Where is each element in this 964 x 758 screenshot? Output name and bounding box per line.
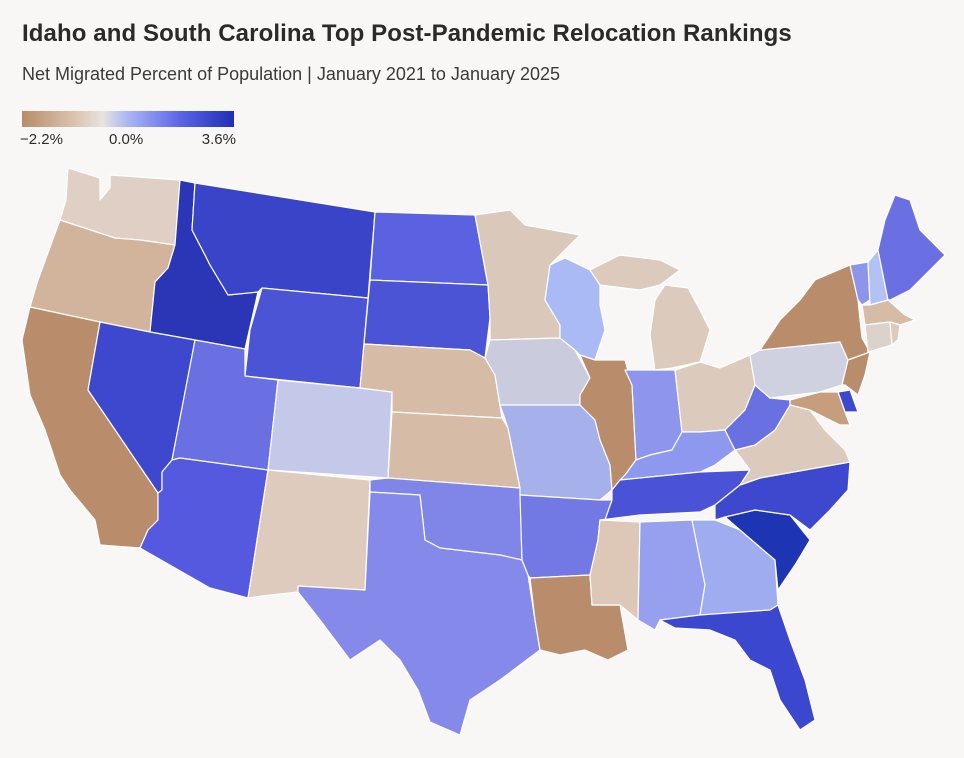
color-legend: −2.2% 0.0% 3.6% bbox=[20, 111, 236, 148]
state-TX[interactable] bbox=[297, 491, 541, 736]
state-MI[interactable] bbox=[589, 254, 711, 371]
state-CO[interactable] bbox=[267, 379, 393, 479]
state-MT[interactable] bbox=[191, 182, 376, 299]
legend-min-label: −2.2% bbox=[20, 131, 63, 148]
state-FL[interactable] bbox=[659, 604, 816, 731]
state-CT[interactable] bbox=[864, 321, 893, 353]
state-ND[interactable] bbox=[369, 211, 489, 286]
state-MS[interactable] bbox=[589, 519, 641, 621]
state-WY[interactable] bbox=[244, 287, 369, 389]
state-MD[interactable] bbox=[789, 391, 851, 426]
state-IL[interactable] bbox=[579, 354, 637, 491]
state-RI[interactable] bbox=[889, 321, 901, 346]
state-PA[interactable] bbox=[749, 341, 849, 399]
chart-title: Idaho and South Carolina Top Post-Pandem… bbox=[22, 20, 792, 47]
state-NM[interactable] bbox=[247, 469, 371, 599]
state-VT[interactable] bbox=[849, 261, 871, 306]
chart-subtitle: Net Migrated Percent of Population | Jan… bbox=[22, 64, 561, 84]
state-KS[interactable] bbox=[387, 411, 521, 489]
state-ME[interactable] bbox=[877, 194, 946, 301]
legend-gradient-bar bbox=[22, 111, 234, 127]
legend-max-label: 3.6% bbox=[201, 131, 236, 148]
state-NJ[interactable] bbox=[841, 351, 871, 396]
legend-mid-label: 0.0% bbox=[109, 131, 144, 148]
